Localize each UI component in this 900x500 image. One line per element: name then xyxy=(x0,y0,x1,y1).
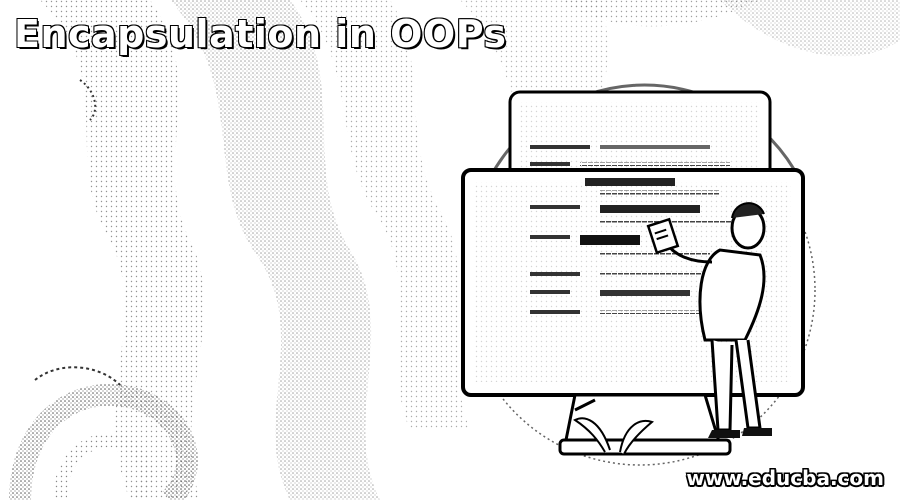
stipple-shapes xyxy=(9,0,900,500)
ring-decoration xyxy=(464,114,816,466)
website-watermark: www.educba.com xyxy=(686,466,884,490)
banner-title: Encapsulation in OOPs xyxy=(13,11,507,57)
plant-decoration xyxy=(573,417,655,455)
spiral-decoration xyxy=(9,366,198,500)
person-illustration xyxy=(646,202,772,438)
